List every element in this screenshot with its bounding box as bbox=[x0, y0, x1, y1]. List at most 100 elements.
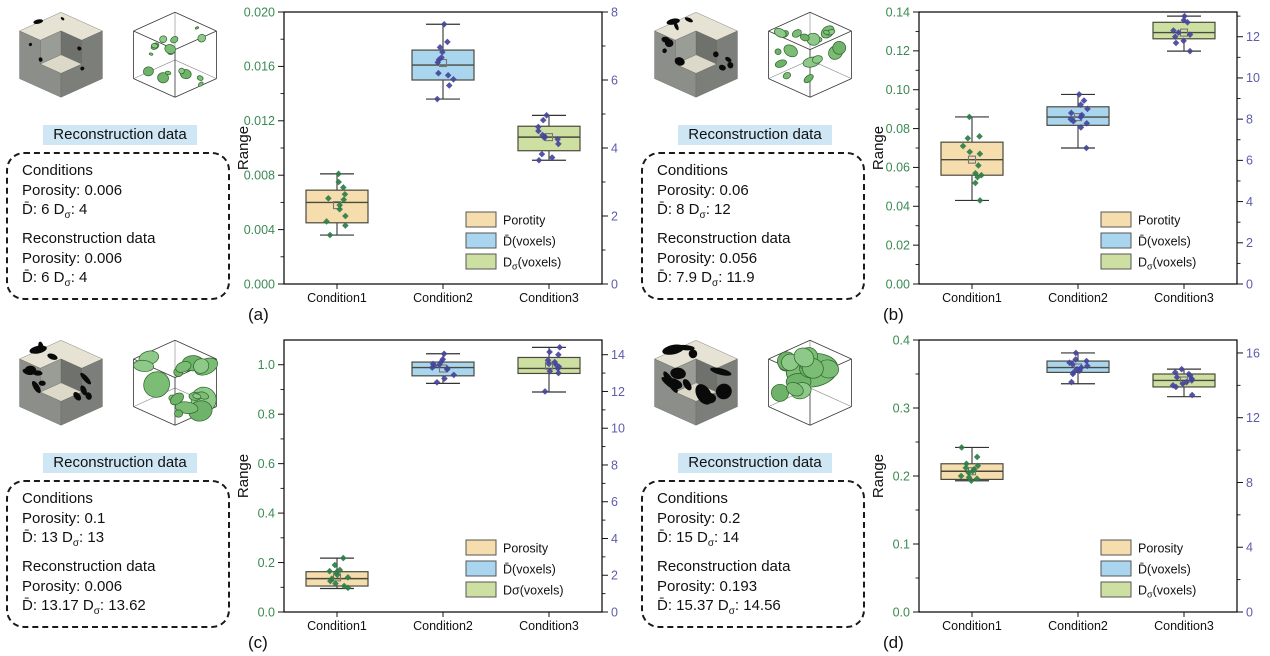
left-axis-tick-label: 0.008 bbox=[244, 169, 275, 183]
scatter-point bbox=[1067, 109, 1075, 117]
scatter-point bbox=[1083, 144, 1090, 152]
legend-label: Dσ(voxels) bbox=[1138, 584, 1196, 600]
scatter-point bbox=[437, 358, 445, 366]
right-axis-tick-label: 0 bbox=[1246, 277, 1253, 291]
scatter-point bbox=[433, 378, 441, 386]
reconstruction-data-wrap: Reconstruction data bbox=[4, 125, 236, 145]
box-condition1 bbox=[940, 444, 1004, 485]
range-axis-label: Range bbox=[236, 454, 252, 498]
scatter-point bbox=[1180, 37, 1187, 45]
scatter-point bbox=[534, 123, 542, 131]
left-axis-tick-label: 0.4 bbox=[893, 333, 910, 347]
legend-swatch bbox=[465, 539, 497, 556]
condition-line-recon-porosity: Porosity: 0.006 bbox=[22, 249, 123, 267]
scatter-point bbox=[966, 113, 973, 121]
mean-marker bbox=[967, 155, 977, 164]
pore-blobs-black bbox=[22, 341, 92, 401]
right-axis-tick-label: 14 bbox=[611, 348, 625, 362]
condition-line-recon-title: Reconstruction data bbox=[657, 230, 791, 247]
right-axis-tick-label: 4 bbox=[611, 141, 618, 155]
scatter-point bbox=[327, 577, 334, 585]
left-axis-tick-label: 0.0 bbox=[893, 605, 910, 619]
scatter-point bbox=[336, 566, 344, 574]
left-axis-tick-label: 0.06 bbox=[886, 161, 910, 175]
right-axis-tick-label: 6 bbox=[1246, 154, 1253, 168]
box-condition3 bbox=[1152, 12, 1216, 55]
scatter-point bbox=[328, 575, 336, 582]
scatter-point bbox=[1067, 115, 1075, 123]
pore-blobs-green bbox=[774, 25, 847, 84]
legend-swatch bbox=[1100, 232, 1132, 249]
condition-line-recon-title: Reconstruction data bbox=[657, 558, 791, 575]
scatter-point bbox=[555, 369, 562, 377]
panel-info: Reconstruction data Conditions Porosity:… bbox=[0, 0, 236, 328]
panel: Reconstruction data Conditions Porosity:… bbox=[0, 328, 635, 656]
scatter-point bbox=[450, 76, 457, 83]
right-axis: 0 2 4 6 8 10 12 bbox=[1237, 15, 1260, 291]
scatter-point bbox=[535, 127, 542, 135]
legend: Porosity D̄(voxels) Dσ(voxels) bbox=[465, 539, 564, 598]
x-axis-category-label: Condition2 bbox=[413, 619, 473, 633]
box-condition2 bbox=[1046, 349, 1110, 386]
scatter-point bbox=[962, 464, 970, 472]
scatter-point bbox=[344, 574, 352, 581]
left-axis-tick-label: 0.12 bbox=[886, 44, 910, 58]
legend-swatch bbox=[1100, 253, 1132, 270]
right-axis-tick-label: 4 bbox=[1246, 541, 1253, 555]
legend: Porotity D̄(voxels) Dσ(voxels) bbox=[465, 211, 561, 272]
left-axis: 0.0 0.2 0.4 0.6 0.8 1.0 bbox=[258, 358, 284, 619]
box-condition2 bbox=[1046, 91, 1110, 152]
scatter-point bbox=[1175, 29, 1182, 36]
scatter-point bbox=[342, 222, 349, 229]
scatter-point bbox=[1083, 119, 1091, 127]
panel: Reconstruction data Conditions Porosity:… bbox=[635, 328, 1270, 656]
scatter-point bbox=[1077, 113, 1085, 121]
panel-letter: (d) bbox=[883, 633, 904, 652]
chart-area: 0.0 0.1 0.2 0.3 0.4 0 4 8 12 16 Range Condition1 Con… bbox=[871, 328, 1270, 656]
scatter-point bbox=[1171, 33, 1179, 41]
scatter-point bbox=[1173, 373, 1181, 381]
legend-label: D̄(voxels) bbox=[503, 235, 556, 249]
boxplot-chart: 0.00 0.02 0.04 0.06 0.08 0.10 0.12 0.14 0 2 4 6 8 10 1… bbox=[871, 5, 1260, 324]
reconstruction-data-label: Reconstruction data bbox=[678, 453, 832, 473]
x-axis-category-label: Condition3 bbox=[1154, 619, 1214, 633]
porous-cube-image bbox=[654, 340, 738, 426]
pore-blobs-black bbox=[661, 17, 734, 71]
scatter-point bbox=[978, 171, 985, 179]
porous-cube-image bbox=[654, 12, 738, 98]
condition-line-title: Conditions bbox=[22, 490, 93, 507]
scatter-point bbox=[964, 134, 972, 142]
scatter-point bbox=[1186, 47, 1194, 55]
pore-blobs-green bbox=[143, 26, 206, 87]
scatter-point bbox=[1077, 124, 1085, 131]
range-axis-label: Range bbox=[236, 126, 252, 170]
reconstruction-data-label: Reconstruction data bbox=[43, 125, 197, 145]
right-axis-tick-label: 0 bbox=[611, 605, 618, 619]
condition-line-porosity: Porosity: 0.1 bbox=[22, 509, 106, 527]
scatter-point bbox=[1171, 369, 1179, 376]
left-axis-tick-label: 0.1 bbox=[893, 537, 910, 551]
scatter-point bbox=[445, 82, 453, 89]
reconstruction-data-wrap: Reconstruction data bbox=[639, 453, 871, 473]
legend-label: D̄(voxels) bbox=[1138, 563, 1191, 577]
scatter-point bbox=[440, 350, 448, 358]
box-condition3 bbox=[517, 112, 581, 164]
reconstruction-data-label: Reconstruction data bbox=[43, 453, 197, 473]
scatter-point bbox=[1084, 362, 1091, 370]
left-axis: 0.00 0.02 0.04 0.06 0.08 0.10 0.12 0.14 bbox=[886, 5, 919, 291]
scatter-point bbox=[1186, 31, 1194, 38]
x-axis-category-label: Condition1 bbox=[307, 291, 367, 305]
scatter-point bbox=[1181, 12, 1188, 20]
scatter-point bbox=[1084, 105, 1091, 113]
reconstruction-data-wrap: Reconstruction data bbox=[639, 125, 871, 145]
x-axis-category-label: Condition3 bbox=[519, 291, 579, 305]
left-axis-tick-label: 0.3 bbox=[893, 401, 910, 415]
right-axis-tick-label: 0 bbox=[611, 277, 618, 291]
left-axis-tick-label: 0.00 bbox=[886, 277, 910, 291]
scatter-point bbox=[965, 474, 973, 481]
legend-swatch bbox=[465, 581, 497, 598]
legend-label: Dσ(voxels) bbox=[503, 584, 564, 598]
scatter-point bbox=[428, 364, 436, 371]
right-axis-tick-label: 4 bbox=[1246, 195, 1253, 209]
scatter-point bbox=[440, 20, 448, 28]
